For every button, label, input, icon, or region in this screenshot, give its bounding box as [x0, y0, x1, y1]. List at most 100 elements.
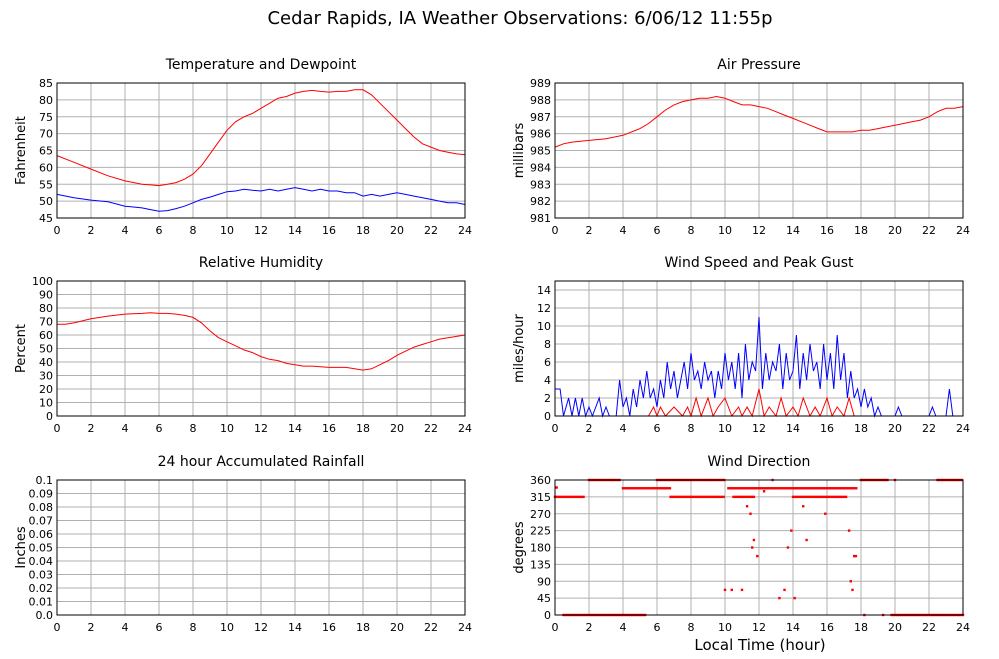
y-tick-label: 80 — [39, 302, 53, 315]
wind-direction-point — [749, 487, 753, 490]
wind-direction-point — [771, 487, 774, 490]
wind-direction-point — [836, 487, 840, 490]
x-tick-label: 8 — [190, 422, 197, 435]
x-tick-label: 6 — [156, 422, 163, 435]
x-tick-label: 18 — [356, 224, 370, 237]
wind-direction-point — [793, 495, 797, 499]
wind-direction-point — [566, 495, 569, 499]
wind-direction-point — [732, 495, 735, 499]
x-tick-label: 18 — [356, 422, 370, 435]
wind-direction-point — [671, 495, 674, 499]
y-tick-label: 986 — [530, 128, 551, 141]
x-tick-label: 2 — [88, 422, 95, 435]
wind-direction-point — [802, 495, 805, 499]
y-tick-label: 0.0 — [36, 609, 54, 622]
y-tick-label: 8 — [544, 338, 551, 351]
y-tick-label: 50 — [39, 195, 53, 208]
x-tick-label: 18 — [854, 621, 868, 634]
wind-direction-point — [740, 588, 744, 592]
wind-direction-point — [805, 538, 808, 542]
x-tick-label: 20 — [390, 621, 404, 634]
x-tick-label: 8 — [190, 621, 197, 634]
wind-direction-point — [849, 580, 852, 583]
y-axis-label: Inches — [14, 526, 29, 568]
y-tick-label: 0.1 — [36, 474, 54, 487]
x-tick-label: 14 — [786, 224, 800, 237]
wind-direction-point — [791, 487, 795, 490]
x-tick-label: 12 — [254, 422, 268, 435]
x-tick-label: 2 — [88, 621, 95, 634]
x-tick-label: 10 — [220, 422, 234, 435]
wind-direction-point — [673, 495, 676, 499]
y-tick-label: 984 — [530, 161, 551, 174]
y-tick-label: 4 — [544, 374, 551, 387]
y-tick-label: 0 — [544, 609, 551, 622]
wind-direction-point — [748, 495, 752, 499]
wind-direction-point — [675, 495, 678, 499]
wind-direction-point — [828, 487, 831, 490]
x-tick-label: 8 — [190, 224, 197, 237]
y-axis-label: Fahrenheit — [14, 116, 29, 185]
y-tick-label: 60 — [39, 329, 53, 342]
y-tick-label: 0.06 — [29, 528, 54, 541]
wind-direction-point — [734, 495, 737, 499]
wind-direction-point — [646, 487, 649, 490]
wind-direction-point — [770, 487, 773, 490]
wind-direction-point — [842, 487, 846, 490]
wind-direction-point — [753, 487, 757, 490]
x-tick-label: 6 — [156, 621, 163, 634]
y-tick-label: 65 — [39, 145, 53, 158]
x-tick-label: 20 — [888, 422, 902, 435]
wind-direction-point — [804, 495, 807, 499]
x-tick-label: 10 — [718, 422, 732, 435]
wind-direction-point — [806, 495, 809, 499]
wind-direction-point — [832, 487, 835, 490]
wind-direction-point — [555, 486, 558, 489]
wind-direction-point — [634, 487, 637, 490]
panel-rain: 0 2 4 6 8 10 12 14 16 18 20 22 240.00.010.020.030.04… — [14, 454, 472, 634]
y-tick-label: 30 — [39, 370, 53, 383]
wind-direction-point — [576, 495, 579, 499]
wind-direction-point — [799, 487, 803, 490]
wind-direction-point — [668, 487, 672, 490]
y-tick-label: 40 — [39, 356, 53, 369]
wind-direction-point — [842, 495, 846, 499]
panel-title: Relative Humidity — [199, 255, 323, 271]
wind-direction-point — [768, 487, 771, 490]
wind-direction-point — [627, 487, 631, 490]
wind-direction-point — [830, 487, 833, 490]
y-tick-label: 12 — [537, 302, 551, 315]
wind-direction-point — [564, 495, 567, 499]
x-tick-label: 16 — [322, 621, 336, 634]
x-tick-label: 0 — [54, 422, 61, 435]
wind-direction-point — [836, 495, 840, 499]
x-tick-label: 20 — [888, 621, 902, 634]
panel-pressure: 0 2 4 6 8 10 12 14 16 18 20 22 249819829839849859869… — [512, 57, 970, 237]
wind-direction-point — [557, 495, 561, 499]
wind-direction-point — [790, 529, 793, 532]
wind-direction-point — [706, 495, 709, 499]
y-axis-label: miles/hour — [512, 313, 527, 382]
x-tick-label: 4 — [122, 224, 129, 237]
wind-direction-point — [824, 495, 827, 499]
y-tick-label: 0.01 — [29, 596, 54, 609]
wind-direction-point — [814, 495, 817, 499]
wind-direction-point — [797, 487, 801, 490]
wind-direction-point — [785, 487, 789, 490]
wind-direction-point — [677, 495, 680, 499]
x-tick-label: 22 — [424, 422, 438, 435]
wind-direction-point — [808, 495, 811, 499]
x-tick-label: 10 — [220, 224, 234, 237]
x-tick-label: 22 — [922, 422, 936, 435]
panel-humidity: 0 2 4 6 8 10 12 14 16 18 20 22 240102030405060708090… — [14, 255, 472, 435]
wind-direction-point — [787, 487, 791, 490]
wind-direction-point — [710, 495, 713, 499]
x-tick-label: 10 — [220, 621, 234, 634]
y-tick-label: 0.07 — [29, 515, 54, 528]
x-tick-label: 14 — [786, 621, 800, 634]
wind-direction-point — [743, 487, 746, 490]
wind-direction-point — [824, 512, 827, 515]
wind-direction-point — [818, 495, 821, 499]
wind-direction-point — [786, 546, 790, 549]
wind-direction-point — [832, 495, 835, 499]
